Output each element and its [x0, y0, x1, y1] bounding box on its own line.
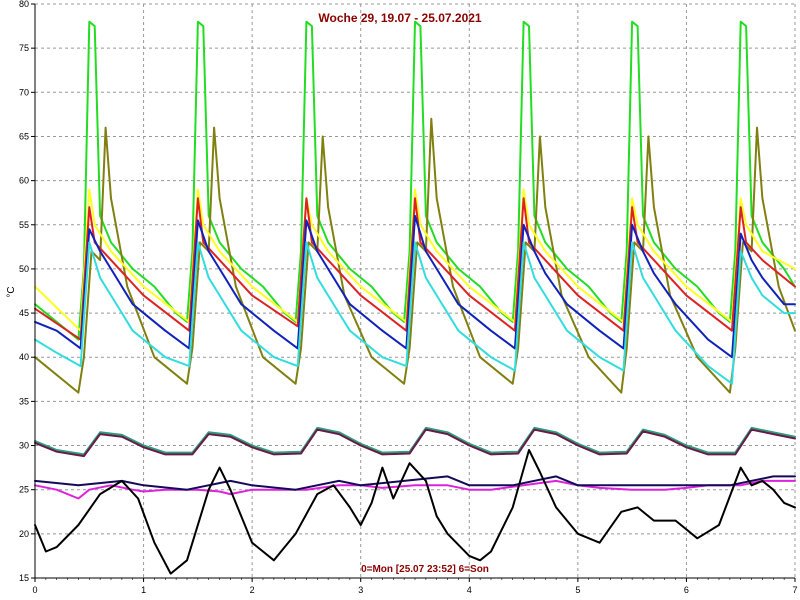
- y-tick-label: 70: [19, 87, 29, 97]
- series-line-5: [34, 214, 796, 359]
- y-tick-label: 20: [19, 529, 29, 539]
- series-line-11: [34, 449, 796, 575]
- x-tick-label: 4: [467, 585, 472, 595]
- series-layer: [34, 20, 796, 575]
- y-tick-label: 15: [19, 573, 29, 583]
- y-tick-label: 65: [19, 131, 29, 141]
- y-tick-label: 80: [19, 0, 29, 9]
- y-tick-label: 30: [19, 441, 29, 451]
- series-line-3: [34, 188, 796, 332]
- y-tick-label: 40: [19, 352, 29, 362]
- y-tick-label: 35: [19, 396, 29, 406]
- x-tick-label: 1: [141, 585, 146, 595]
- x-tick-label: 0: [32, 585, 37, 595]
- chart-footer: 0=Mon [25.07 23:52] 6=Son: [361, 564, 489, 575]
- series-line-9: [34, 479, 796, 500]
- x-tick-label: 5: [575, 585, 580, 595]
- y-tick-label: 45: [19, 308, 29, 318]
- series-line-1: [34, 20, 796, 341]
- chart-title: Woche 29, 19.07 - 25.07.2021: [318, 11, 482, 25]
- y-tick-label: 25: [19, 485, 29, 495]
- y-tick-label: 50: [19, 264, 29, 274]
- label-layer: Woche 29, 19.07 - 25.07.2021 0=Mon [25.0…: [6, 11, 489, 575]
- y-tick-label: 55: [19, 220, 29, 230]
- x-tick-label: 7: [792, 585, 797, 595]
- y-tick-label: 60: [19, 176, 29, 186]
- y-tick-label: 75: [19, 43, 29, 53]
- series-line-10: [34, 475, 796, 491]
- x-tick-label: 3: [358, 585, 363, 595]
- series-line-6: [34, 241, 796, 385]
- x-tick-label: 2: [250, 585, 255, 595]
- y-axis-label: °C: [6, 286, 17, 297]
- series-line-4: [34, 197, 796, 341]
- x-tick-label: 6: [684, 585, 689, 595]
- series-line-8: [34, 428, 796, 458]
